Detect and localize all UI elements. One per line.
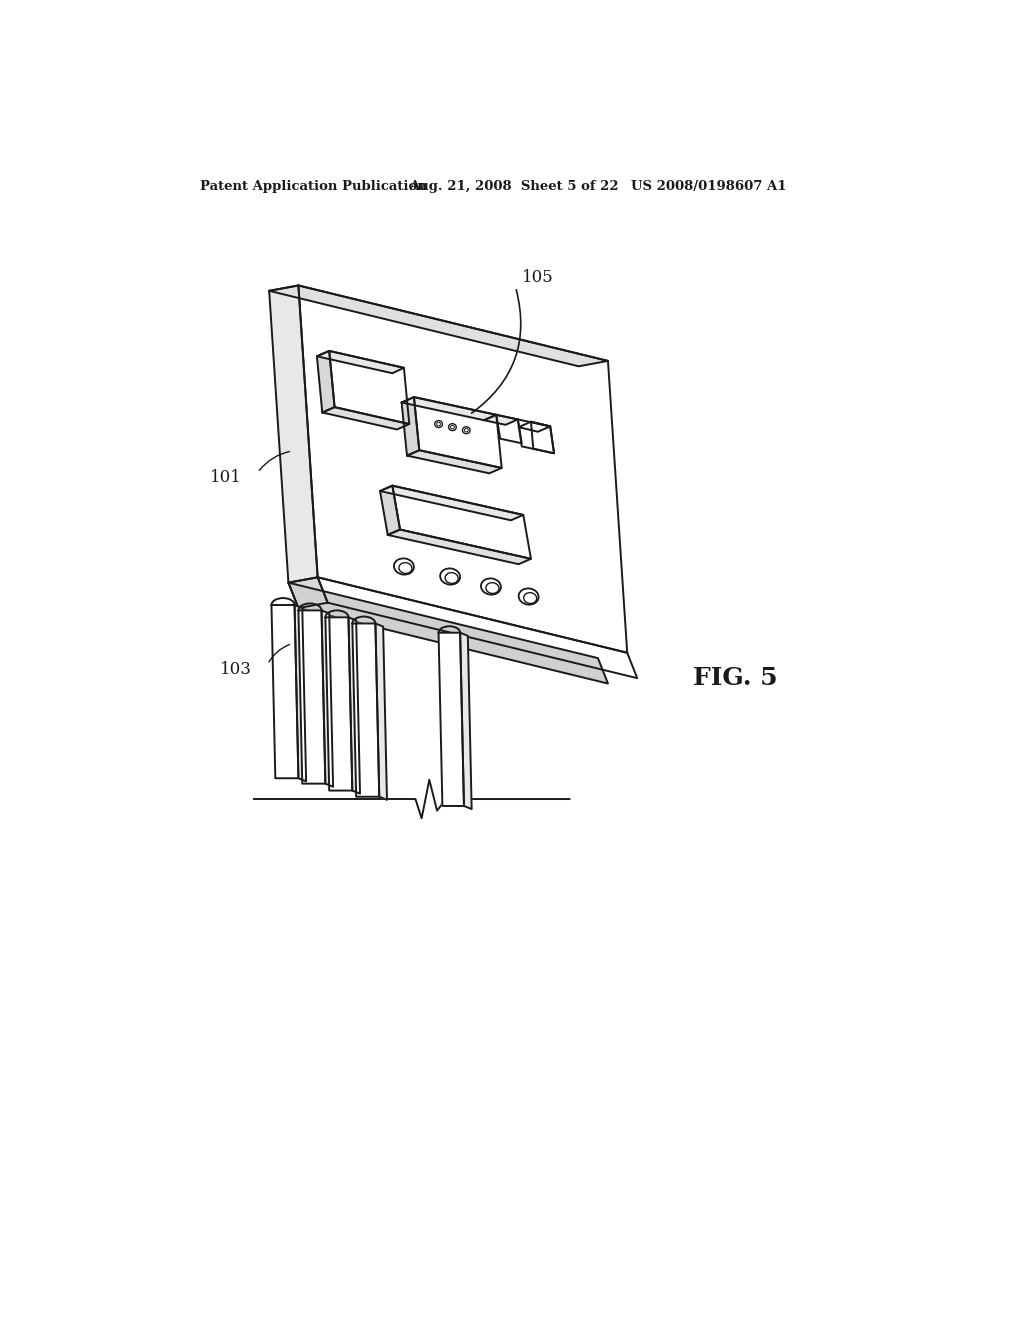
- Polygon shape: [388, 529, 531, 564]
- Polygon shape: [271, 605, 298, 779]
- Polygon shape: [380, 486, 523, 520]
- Text: Patent Application Publication: Patent Application Publication: [200, 180, 427, 193]
- Ellipse shape: [481, 578, 501, 594]
- Polygon shape: [323, 407, 410, 429]
- Polygon shape: [289, 577, 328, 609]
- Polygon shape: [316, 351, 335, 412]
- Text: 103: 103: [220, 661, 252, 678]
- Ellipse shape: [394, 558, 414, 574]
- Text: Aug. 21, 2008  Sheet 5 of 22: Aug. 21, 2008 Sheet 5 of 22: [410, 180, 618, 193]
- Polygon shape: [392, 486, 531, 558]
- Polygon shape: [269, 285, 608, 367]
- Polygon shape: [438, 632, 464, 807]
- Polygon shape: [289, 582, 608, 684]
- Polygon shape: [380, 486, 400, 535]
- Polygon shape: [518, 422, 550, 432]
- Polygon shape: [295, 605, 306, 781]
- Ellipse shape: [519, 589, 539, 605]
- Polygon shape: [330, 351, 410, 424]
- Polygon shape: [376, 623, 387, 800]
- Polygon shape: [317, 577, 637, 678]
- Text: 101: 101: [210, 470, 243, 487]
- Polygon shape: [269, 285, 317, 582]
- Polygon shape: [414, 397, 502, 469]
- Polygon shape: [497, 414, 521, 444]
- Polygon shape: [348, 618, 360, 793]
- Polygon shape: [298, 285, 628, 653]
- Polygon shape: [407, 450, 502, 474]
- Text: 105: 105: [521, 269, 553, 286]
- Ellipse shape: [440, 569, 460, 585]
- Polygon shape: [401, 397, 419, 455]
- Polygon shape: [460, 632, 472, 809]
- Polygon shape: [326, 618, 352, 791]
- Polygon shape: [316, 351, 403, 374]
- Polygon shape: [518, 420, 554, 453]
- Text: FIG. 5: FIG. 5: [692, 667, 777, 690]
- Polygon shape: [484, 414, 518, 425]
- Text: US 2008/0198607 A1: US 2008/0198607 A1: [631, 180, 786, 193]
- Polygon shape: [401, 397, 497, 420]
- Polygon shape: [352, 623, 379, 797]
- Polygon shape: [322, 610, 333, 787]
- Polygon shape: [298, 610, 326, 784]
- Polygon shape: [531, 422, 554, 453]
